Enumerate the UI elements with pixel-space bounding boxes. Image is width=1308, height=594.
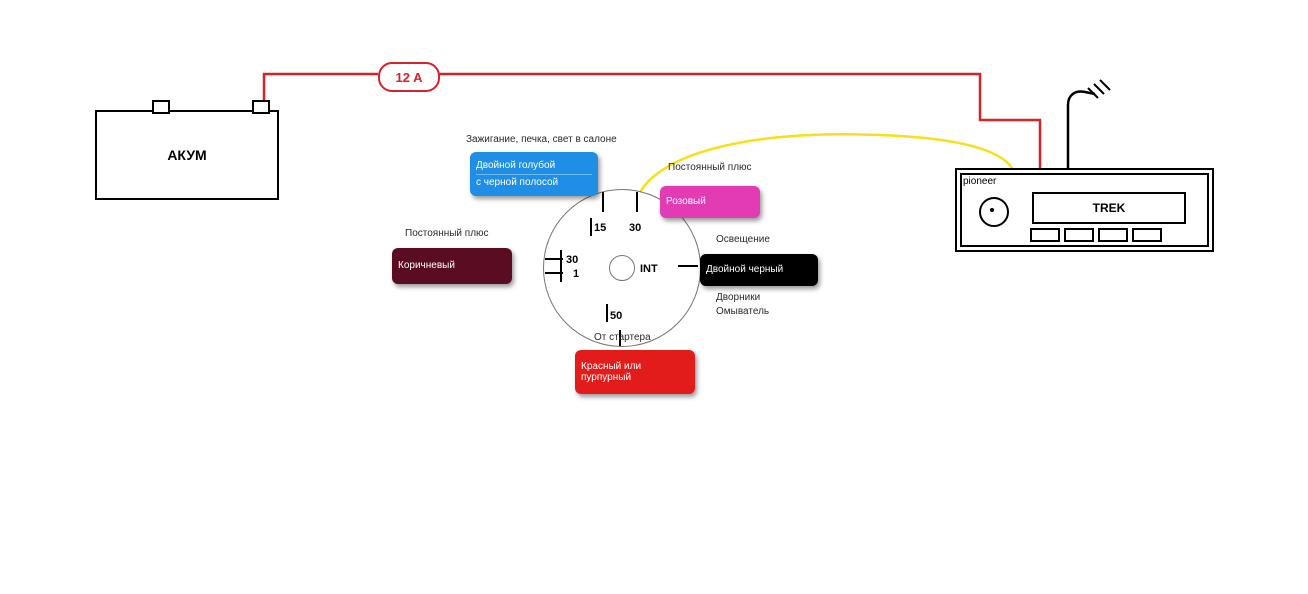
tag-pink-line1: Розовый	[666, 196, 754, 208]
radio-brand: pioneer	[963, 176, 996, 187]
tag-blue: Двойной голубой с черной полосой	[470, 152, 598, 196]
tick	[560, 250, 562, 282]
fuse-box: 12 A	[378, 62, 440, 92]
tag-blue-line1: Двойной голубой	[476, 160, 592, 172]
ground-symbol	[1088, 80, 1110, 98]
label-ignition-heater: Зажигание, печка, свет в салоне	[466, 134, 617, 145]
radio-unit: pioneer TREK	[955, 168, 1214, 252]
label-lighting: Освещение	[716, 234, 770, 245]
battery-label: АКУМ	[167, 147, 206, 163]
fuse-label: 12 A	[396, 70, 423, 85]
pin-30-1b: 1	[573, 268, 579, 280]
tick	[636, 192, 638, 212]
tag-red-line2: пурпурный	[581, 372, 689, 384]
radio-button-3	[1098, 228, 1128, 242]
battery-terminal-right	[252, 100, 270, 114]
wire-red	[264, 74, 1040, 168]
tag-brown: Коричневый	[392, 248, 512, 284]
tag-blue-sep	[476, 174, 592, 175]
label-starter: От стартера	[594, 332, 651, 343]
battery-terminal-left	[152, 100, 170, 114]
tag-black: Двойной черный	[700, 254, 818, 286]
tick	[590, 218, 592, 236]
tick	[678, 265, 698, 267]
tag-red-line1: Красный или	[581, 361, 689, 373]
tick	[606, 304, 608, 322]
radio-knob	[979, 197, 1009, 227]
pin-30-1a: 30	[566, 254, 578, 266]
tick	[602, 192, 604, 212]
pin-30: 30	[629, 222, 641, 234]
pin-15: 15	[594, 222, 606, 234]
radio-screen-text: TREK	[1093, 201, 1126, 215]
wire-black	[1068, 92, 1095, 168]
radio-button-4	[1132, 228, 1162, 242]
tag-red: Красный или пурпурный	[575, 350, 695, 394]
radio-screen: TREK	[1032, 192, 1186, 224]
label-wipers: Дворники	[716, 292, 760, 303]
label-const-plus-right: Постоянный плюс	[668, 162, 752, 173]
pin-50: 50	[610, 310, 622, 322]
tag-pink: Розовый	[660, 186, 760, 218]
pin-int: INT	[640, 263, 658, 275]
label-washer: Омыватель	[716, 306, 769, 317]
tag-brown-line1: Коричневый	[398, 260, 506, 272]
tag-black-line1: Двойной черный	[706, 264, 812, 276]
radio-knob-dot	[990, 208, 994, 212]
tag-blue-line2: с черной полосой	[476, 177, 592, 189]
radio-button-1	[1030, 228, 1060, 242]
radio-button-2	[1064, 228, 1094, 242]
label-const-plus-left: Постоянный плюс	[405, 228, 489, 239]
ignition-center	[609, 255, 635, 281]
battery-box: АКУМ	[95, 110, 279, 200]
